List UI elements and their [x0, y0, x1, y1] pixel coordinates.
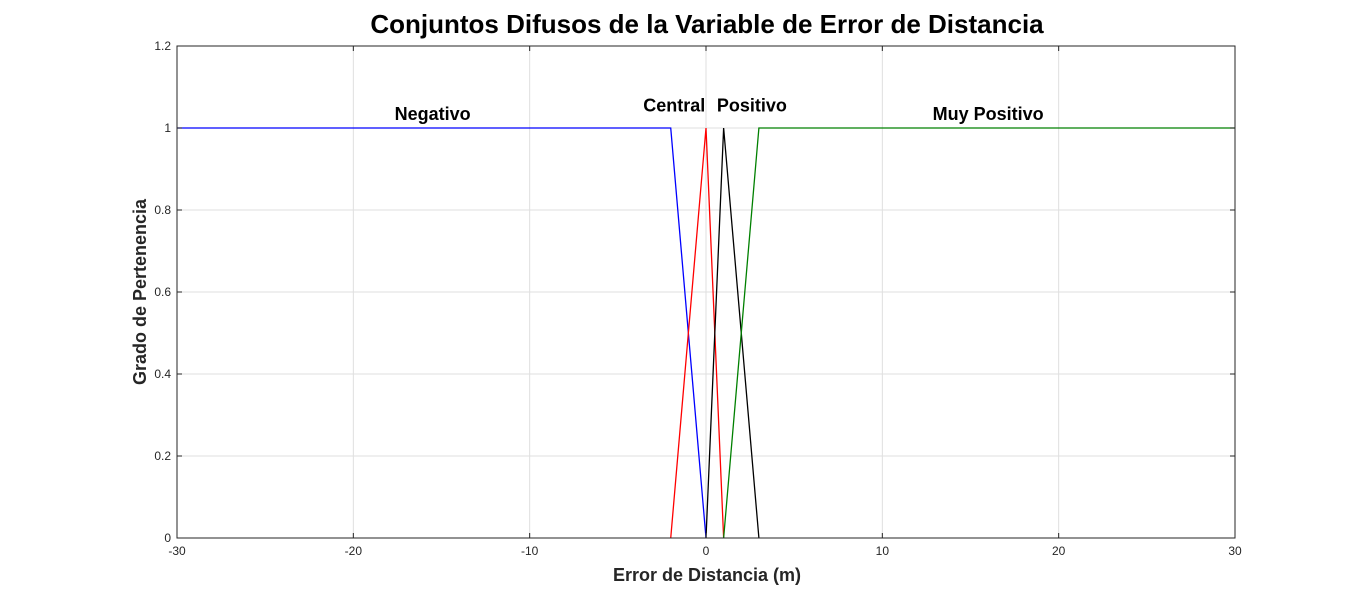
annotation-label: Negativo: [395, 104, 471, 124]
x-tick-label: 30: [1228, 544, 1242, 558]
annotations: Negativo Central Positivo Muy Positivo: [395, 96, 1044, 124]
x-tick-label: 10: [876, 544, 890, 558]
x-axis-label: Error de Distancia (m): [613, 565, 801, 585]
x-tick-label: -30: [168, 544, 186, 558]
annotation-label: Positivo: [717, 96, 787, 116]
series-line-1: [670, 127, 725, 539]
x-tick-label: -10: [521, 544, 539, 558]
series-line-0: [177, 127, 707, 539]
series-line-3: [722, 127, 1235, 539]
x-tick-label: 20: [1052, 544, 1066, 558]
series-line-2: [705, 127, 760, 539]
x-tick-label: -20: [345, 544, 363, 558]
y-tick-label: 0.6: [154, 285, 171, 299]
chart-title: Conjuntos Difusos de la Variable de Erro…: [370, 9, 1044, 39]
grid: [176, 45, 1236, 539]
y-tick-label: 0.4: [154, 367, 171, 381]
y-tick-label: 0: [164, 531, 171, 545]
y-tick-label: 0.8: [154, 203, 171, 217]
annotation-label: Central: [643, 96, 705, 116]
ticks: -30 -20 -10 0 10 20 30 0 0.2 0.4 0.6 0.8 1 1.2: [154, 39, 1242, 558]
x-tick-label: 0: [703, 544, 710, 558]
series-group: [177, 127, 1235, 539]
annotation-label: Muy Positivo: [933, 104, 1044, 124]
y-axis-label: Grado de Pertenencia: [130, 198, 150, 385]
y-tick-label: 1: [164, 121, 171, 135]
y-tick-label: 1.2: [154, 39, 171, 53]
y-tick-label: 0.2: [154, 449, 171, 463]
